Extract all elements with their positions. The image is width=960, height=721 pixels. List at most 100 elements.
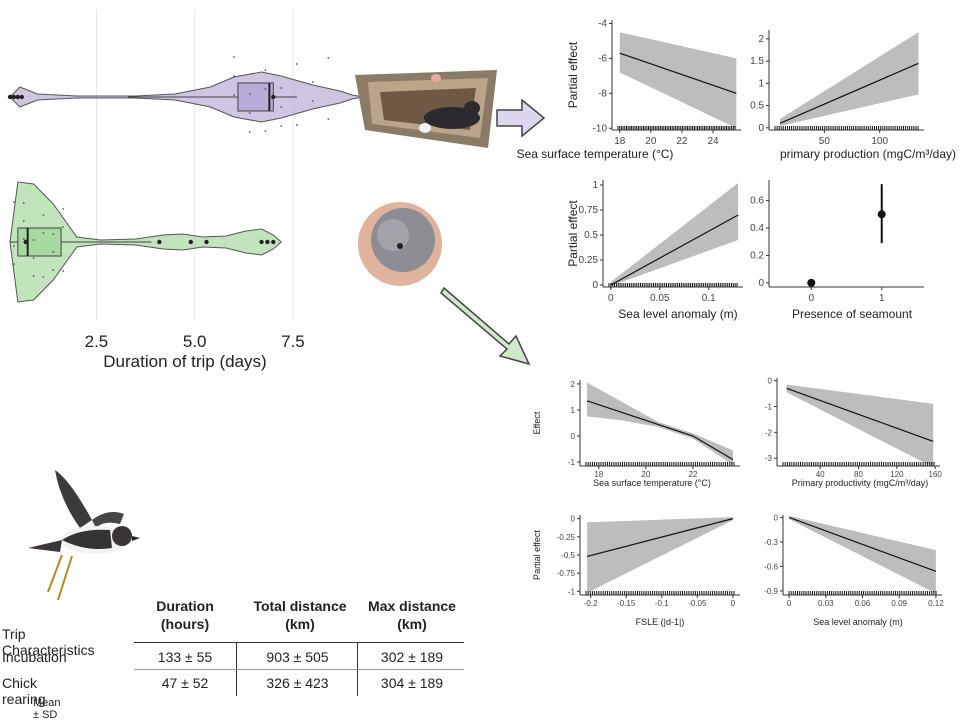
jitter-point bbox=[42, 214, 45, 216]
x-tick-label: 22 bbox=[688, 470, 697, 479]
jitter-point bbox=[32, 275, 35, 277]
jitter-point bbox=[62, 208, 64, 210]
y-tick-label: 0 bbox=[758, 278, 764, 289]
y-tick-label: 0.2 bbox=[750, 250, 764, 261]
y-tick-label: 0.5 bbox=[750, 101, 764, 112]
x-tick-label: 22 bbox=[676, 136, 688, 147]
fit-line bbox=[619, 52, 737, 94]
y-axis-label: Partial effect bbox=[532, 530, 542, 580]
chick-total-distance: 326 ± 423 bbox=[266, 675, 329, 691]
x-axis-label: primary production (mgC/m³/day) bbox=[780, 147, 956, 161]
y-tick-label: -1 bbox=[568, 458, 576, 467]
y-tick-label: 1 bbox=[758, 78, 764, 89]
x-tick-label: 5.0 bbox=[183, 332, 207, 351]
outlier-point bbox=[259, 239, 264, 245]
jitter-point bbox=[327, 118, 330, 120]
x-tick-label: 0.1 bbox=[702, 293, 716, 304]
confidence-band bbox=[786, 384, 934, 468]
jitter-point bbox=[280, 106, 283, 108]
arrow-lower bbox=[440, 286, 531, 366]
y-tick-label: -0.5 bbox=[561, 551, 575, 560]
jitter-point bbox=[13, 201, 15, 203]
y-tick-label: -0.25 bbox=[557, 533, 576, 542]
y-tick-label: 1.5 bbox=[750, 56, 764, 67]
jitter-point bbox=[327, 57, 330, 59]
jitter-point bbox=[32, 257, 35, 259]
x-tick-label: 24 bbox=[707, 136, 719, 147]
x-axis-label: Duration of trip (days) bbox=[103, 352, 266, 371]
x-tick-label: 0 bbox=[608, 293, 614, 304]
x-tick-label: 100 bbox=[871, 136, 888, 147]
x-axis-label: FSLE (|d-1|) bbox=[636, 617, 685, 627]
x-tick-label: 0.05 bbox=[650, 293, 670, 304]
jitter-point bbox=[248, 93, 251, 95]
table-row-rule bbox=[134, 669, 464, 670]
panel-a-sst: 18 20 22 24 -10 -8 -6 -4 Sea surface temperature… bbox=[517, 18, 741, 161]
chick-max-distance: 304 ± 189 bbox=[380, 675, 444, 691]
y-tick-label: -1 bbox=[765, 402, 773, 411]
jitter-point bbox=[248, 131, 251, 133]
x-tick-label: 20 bbox=[641, 470, 650, 479]
fit-line bbox=[586, 400, 734, 461]
jitter-point bbox=[22, 202, 25, 204]
table-title: Trip Characteristics bbox=[2, 626, 95, 658]
x-tick-label: 120 bbox=[890, 470, 904, 479]
jitter-point bbox=[32, 239, 35, 241]
incubation-max-distance: 302 ± 189 bbox=[380, 649, 444, 665]
estimate-point bbox=[807, 278, 816, 287]
x-axis-label: Primary productivity (mgC/m³/day) bbox=[792, 478, 929, 488]
y-tick-label: 0 bbox=[592, 280, 598, 291]
outlier-point bbox=[271, 239, 276, 245]
table-note: Mean ± SD bbox=[33, 697, 61, 721]
x-axis-label: Sea surface temperature (°C) bbox=[593, 478, 711, 488]
x-tick-label: 0 bbox=[731, 599, 736, 608]
x-tick-label: -0.1 bbox=[655, 599, 669, 608]
outlier-point bbox=[188, 239, 193, 245]
header-max-distance: Max distance (km) bbox=[368, 598, 456, 632]
jitter-point bbox=[52, 233, 55, 235]
x-tick-label: -0.15 bbox=[617, 599, 636, 608]
jitter-point bbox=[233, 94, 235, 96]
outlier-point bbox=[15, 94, 21, 100]
x-tick-label: 7.5 bbox=[281, 332, 305, 351]
outlier-point bbox=[7, 94, 13, 100]
panel-b-sst: 18 20 22 -1 0 1 2 Sea surface temperature (°C) E… bbox=[532, 380, 740, 488]
x-tick-label: 80 bbox=[854, 470, 863, 479]
y-tick-label: 0.6 bbox=[750, 196, 764, 207]
y-tick-label: 0.75 bbox=[579, 205, 599, 216]
x-axis-label: Sea surface temperature (°C) bbox=[517, 147, 674, 161]
outlier-point bbox=[271, 94, 276, 100]
y-tick-label: 2 bbox=[758, 34, 764, 45]
x-tick-label: 0.03 bbox=[818, 599, 834, 608]
jitter-point bbox=[311, 81, 314, 83]
y-tick-label: 0 bbox=[768, 377, 773, 386]
panel-a-pp: 50 100 0 0.5 1 1.5 2 primary production (mgC/m³… bbox=[750, 30, 956, 161]
y-tick-label: -2 bbox=[765, 428, 773, 437]
y-axis-label: Partial effect bbox=[566, 41, 580, 108]
x-axis-label: Sea level anomaly (m) bbox=[618, 307, 737, 321]
y-axis-label: Effect bbox=[532, 411, 542, 434]
y-tick-label: -0.9 bbox=[764, 587, 778, 596]
x-tick-label: -0.05 bbox=[688, 599, 707, 608]
y-tick-label: -0.75 bbox=[557, 569, 576, 578]
outlier-point bbox=[23, 239, 28, 245]
confidence-band bbox=[587, 382, 733, 465]
x-tick-label: -0.2 bbox=[584, 599, 598, 608]
chick-duration: 47 ± 52 bbox=[161, 675, 209, 691]
jitter-point bbox=[280, 87, 283, 89]
outlier-point bbox=[265, 239, 270, 245]
fit-line bbox=[610, 214, 739, 286]
outlier-point bbox=[204, 239, 209, 245]
y-tick-label: -0.6 bbox=[764, 562, 778, 571]
fit-line bbox=[586, 518, 734, 558]
confidence-band bbox=[587, 517, 733, 593]
fit-line bbox=[788, 516, 937, 572]
jitter-point bbox=[264, 69, 267, 71]
nest-photo bbox=[355, 70, 497, 148]
trip-duration-violin-plot: 2.5 5.0 7.5 Duration of trip (days) bbox=[7, 10, 364, 371]
y-tick-label: -1 bbox=[568, 587, 576, 596]
jitter-point bbox=[52, 251, 55, 253]
jitter-point bbox=[62, 226, 64, 228]
